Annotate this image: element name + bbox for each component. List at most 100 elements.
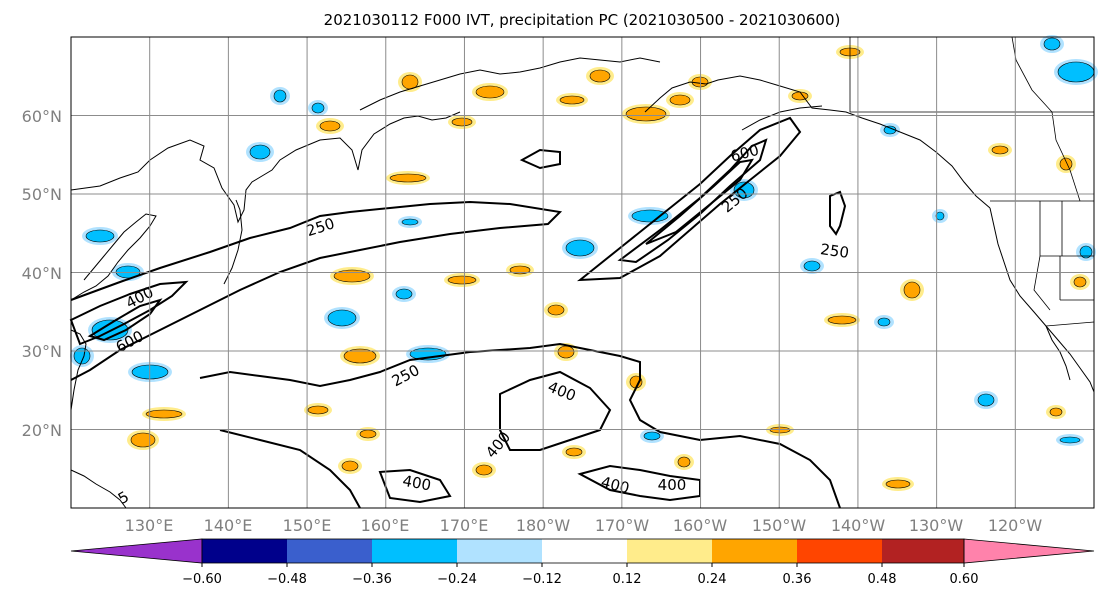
lat-tick-label: 20°N xyxy=(22,421,62,440)
colorbar-extend-high xyxy=(963,538,1095,564)
precip-positive-area xyxy=(130,432,156,448)
ivt-contour-250-central xyxy=(199,342,841,509)
lon-tick-label: 140°E xyxy=(204,516,253,535)
lon-tick-labels: 130°E 140°E 150°E 160°E 170°E 180°W 170°… xyxy=(125,516,1043,535)
lon-tick-label: 150°E xyxy=(283,516,332,535)
lon-tick-label: 130°E xyxy=(125,516,174,535)
colorbar-tick-label: −0.36 xyxy=(352,572,392,587)
coastline-japan-korea xyxy=(70,213,157,301)
map-frame xyxy=(70,36,1095,509)
coastline-kuril-sakhalin xyxy=(223,199,243,285)
gridlines xyxy=(71,37,1094,508)
lon-tick-label: 160°W xyxy=(673,516,728,535)
precip-positive-area xyxy=(333,269,371,283)
colorbar-tick-label: 0.36 xyxy=(783,572,812,587)
precip-negative-area xyxy=(565,239,595,257)
colorbar-tick-label: −0.12 xyxy=(522,572,562,587)
contour-label: 400 xyxy=(401,472,432,495)
colorbar-tick-label: −0.24 xyxy=(437,572,477,587)
precipitation-pc-field xyxy=(70,35,1098,491)
lon-tick-label: 160°E xyxy=(361,516,410,535)
precip-negative-area xyxy=(643,431,661,441)
lat-tick-labels: 20°N 30°N 40°N 50°N 60°N xyxy=(22,107,62,440)
precip-negative-area xyxy=(327,309,357,327)
precip-negative-area xyxy=(631,209,669,223)
coastline-philippines xyxy=(70,469,127,509)
colorbar-tick-label: −0.48 xyxy=(267,572,307,587)
map-panel: 250 250 250 400 600 600 250 400 400 400 … xyxy=(22,35,1098,535)
precip-positive-area xyxy=(389,173,427,183)
precip-positive-area xyxy=(1073,276,1087,288)
ivt-contour-600-west xyxy=(87,298,163,342)
colorbar-tick-label: 0.24 xyxy=(698,572,727,587)
lon-tick-label: 170°W xyxy=(595,516,650,535)
colorbar-segment xyxy=(287,539,372,563)
colorbar-tick-label: 0.12 xyxy=(613,572,642,587)
precip-negative-area xyxy=(85,229,115,243)
precip-positive-area xyxy=(557,345,575,359)
precip-positive-area xyxy=(145,409,183,419)
precip-positive-area xyxy=(559,95,585,105)
colorbar-ticks xyxy=(201,563,965,567)
precip-negative-area xyxy=(935,211,945,221)
precip-positive-area xyxy=(341,460,359,472)
lat-tick-label: 40°N xyxy=(22,264,62,283)
colorbar-segment xyxy=(627,539,712,563)
precip-negative-area xyxy=(1057,61,1095,83)
ivt-contour-600-northeast xyxy=(645,158,754,245)
ivt-contour-250-west xyxy=(70,200,563,381)
precip-positive-area xyxy=(343,348,377,364)
precip-negative-area xyxy=(311,102,325,114)
figure-title: 2021030112 F000 IVT, precipitation PC (2… xyxy=(324,11,841,29)
precip-positive-area xyxy=(565,447,583,457)
contour-label: 400 xyxy=(658,476,687,494)
precip-negative-area xyxy=(977,393,995,407)
colorbar-segment xyxy=(797,539,882,563)
border-us-states xyxy=(1033,201,1094,311)
lon-tick-label: 130°W xyxy=(909,516,964,535)
precip-positive-area xyxy=(447,275,477,285)
lat-tick-label: 50°N xyxy=(22,185,62,204)
lon-tick-label: 180°W xyxy=(516,516,571,535)
precip-negative-area xyxy=(1079,245,1093,259)
precip-positive-area xyxy=(677,456,691,468)
precip-positive-area xyxy=(885,479,911,489)
precip-negative-area xyxy=(877,317,891,327)
precip-negative-area xyxy=(395,288,413,300)
lon-tick-label: 140°W xyxy=(831,516,886,535)
precip-positive-area xyxy=(589,69,611,83)
ivt-contour-250-south xyxy=(219,429,361,509)
ivt-contour-400-south-c xyxy=(378,468,452,504)
precip-positive-area xyxy=(475,464,493,476)
coastlines xyxy=(70,57,1095,509)
border-us-mexico xyxy=(1045,321,1095,327)
precip-positive-area xyxy=(475,85,505,99)
ivt-contour-400-south-b xyxy=(577,464,701,502)
lon-tick-label: 170°E xyxy=(440,516,489,535)
precip-negative-area xyxy=(1043,37,1061,51)
colorbar-extend-low xyxy=(70,538,203,564)
precip-negative-area xyxy=(273,89,287,103)
precip-negative-area xyxy=(1059,436,1081,444)
precip-positive-area xyxy=(691,76,709,88)
ivt-contour-400-west xyxy=(69,280,189,346)
colorbar-tick-label: −0.60 xyxy=(182,572,222,587)
coastline-chukotka-bering xyxy=(359,57,661,111)
country-borders xyxy=(849,36,1095,327)
ivt-contours xyxy=(69,116,847,509)
colorbar-tick-label: 0.48 xyxy=(868,572,897,587)
precip-positive-area xyxy=(307,405,329,415)
precip-positive-area xyxy=(669,94,691,106)
precip-positive-area xyxy=(319,120,341,132)
colorbar-segment xyxy=(542,539,627,563)
coastline-aleutians xyxy=(741,105,823,131)
colorbar-segment xyxy=(712,539,797,563)
precip-positive-area xyxy=(903,281,921,299)
lat-tick-label: 60°N xyxy=(22,107,62,126)
precip-positive-area xyxy=(827,315,857,325)
coastline-china xyxy=(70,329,87,411)
contour-label: 250 xyxy=(819,240,850,262)
lat-tick-label: 30°N xyxy=(22,342,62,361)
colorbar: −0.60 −0.48 −0.36 −0.24 −0.12 0.12 0.24 … xyxy=(70,538,1095,587)
colorbar-segment xyxy=(372,539,457,563)
